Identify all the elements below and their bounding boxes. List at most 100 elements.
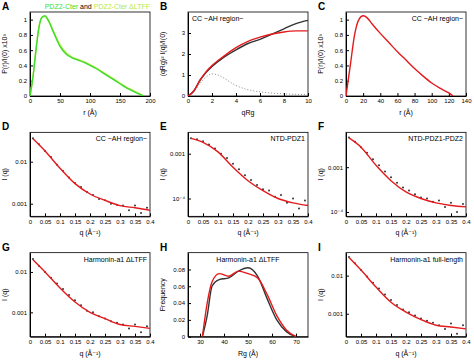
tick-mark <box>376 334 377 337</box>
x-axis: 3040506070 <box>189 334 309 345</box>
x-axis: 020406080100120140 <box>345 93 472 104</box>
data-line <box>30 16 144 96</box>
tick: 0.01 <box>331 273 349 279</box>
tick: 0.15 <box>70 334 82 345</box>
tick-mark <box>346 167 349 168</box>
tick-label: 10 <box>305 98 312 104</box>
tick: 60 <box>395 93 402 104</box>
tick-label: 0.4 <box>19 63 28 69</box>
tick: 1 <box>340 17 349 23</box>
tick-label: 2 <box>211 98 215 104</box>
tick: 3 <box>182 30 191 36</box>
tick: 0.01 <box>15 159 33 165</box>
tick-label: 10⁻⁴ <box>173 196 186 202</box>
data-point <box>140 212 142 214</box>
figure: 05010015020000.20.40.60.81Ar (Å)P(r)/I(0… <box>0 0 474 361</box>
axis-line <box>347 337 467 338</box>
tick-mark <box>188 286 191 287</box>
tick-mark <box>346 212 349 213</box>
tick: 0.04 <box>173 300 191 306</box>
data-point <box>292 198 294 200</box>
tick: 0.4 <box>335 63 349 69</box>
tick-label: 80 <box>412 98 419 104</box>
data-point <box>238 168 240 170</box>
y-axis: 0.001 0.01 <box>328 253 349 337</box>
data-line <box>349 257 466 328</box>
tick-label: 0.15 <box>70 339 82 345</box>
tick-label: 0 <box>345 339 349 345</box>
tick-mark <box>346 65 349 66</box>
point-series <box>32 258 148 333</box>
axis-line <box>31 96 151 97</box>
tick: 0.1 <box>372 213 381 224</box>
tick: 0.2 <box>86 213 95 224</box>
tick-mark <box>90 334 91 337</box>
tick-label: 50 <box>245 339 252 345</box>
tick-mark <box>451 334 452 337</box>
panel-label: B <box>160 1 167 12</box>
tick-label: 0 <box>187 219 191 225</box>
axis-line <box>189 337 309 338</box>
panel-title: CC ~AH region~ <box>96 135 147 143</box>
tick-mark <box>308 93 309 96</box>
tick: 0.4 <box>146 213 155 224</box>
data-line <box>346 16 453 96</box>
tick-mark <box>218 213 219 216</box>
tick-mark <box>105 334 106 337</box>
tick-mark <box>188 54 191 55</box>
axis-line <box>347 216 467 217</box>
tick-label: 0.1 <box>56 339 65 345</box>
tick: 0.25 <box>100 334 112 345</box>
data-point <box>390 299 392 301</box>
plot-frame <box>188 253 308 337</box>
x-axis-title: qRg <box>242 109 255 117</box>
x-axis-title: q (Å⁻¹) <box>395 228 416 237</box>
tick: 0.1 <box>56 213 65 224</box>
tick-label: 0.25 <box>100 339 112 345</box>
data-point <box>128 327 130 329</box>
tick: 0.001 <box>170 151 191 157</box>
tick: 100 <box>427 93 438 104</box>
plot-frame <box>346 132 466 216</box>
tick-mark <box>346 35 349 36</box>
axis-line <box>189 216 309 217</box>
tick-mark <box>30 35 33 36</box>
data-point <box>226 157 228 159</box>
panel-label: H <box>160 242 167 253</box>
tick-mark <box>406 334 407 337</box>
data-point <box>146 207 148 209</box>
legend-joiner: and <box>80 3 92 10</box>
tick-mark <box>60 334 61 337</box>
tick-label: 0.01 <box>15 159 27 165</box>
tick-label: 3 <box>182 30 186 36</box>
tick: 0 <box>24 93 33 99</box>
tick-mark <box>203 213 204 216</box>
tick-label: 0.35 <box>130 339 142 345</box>
tick-label: 0 <box>29 98 33 104</box>
tick-mark <box>361 334 362 337</box>
tick-label: 0.4 <box>146 339 155 345</box>
tick: 0.25 <box>416 334 428 345</box>
tick: 0.2 <box>402 334 411 345</box>
tick: 0.1 <box>372 334 381 345</box>
tick-mark <box>188 154 191 155</box>
tick-label: 0.25 <box>416 219 428 225</box>
data-point <box>402 187 404 189</box>
data-point <box>456 211 458 213</box>
tick: 0.001 <box>328 165 349 171</box>
tick-mark <box>293 213 294 216</box>
data-point <box>438 200 440 202</box>
tick-mark <box>346 96 349 97</box>
tick: 0.02 <box>173 317 191 323</box>
tick: 0.25 <box>416 213 428 224</box>
y-axis-title: I (q) <box>1 288 9 300</box>
tick-label: 0.15 <box>386 219 398 225</box>
data-point <box>450 323 452 325</box>
tick-mark <box>233 213 234 216</box>
tick-mark <box>90 213 91 216</box>
data-line <box>30 17 144 96</box>
tick-label: 0.3 <box>432 219 441 225</box>
tick-label: 0.6 <box>19 48 28 54</box>
tick: 0.3 <box>274 213 283 224</box>
tick-label: 0.001 <box>328 311 344 317</box>
